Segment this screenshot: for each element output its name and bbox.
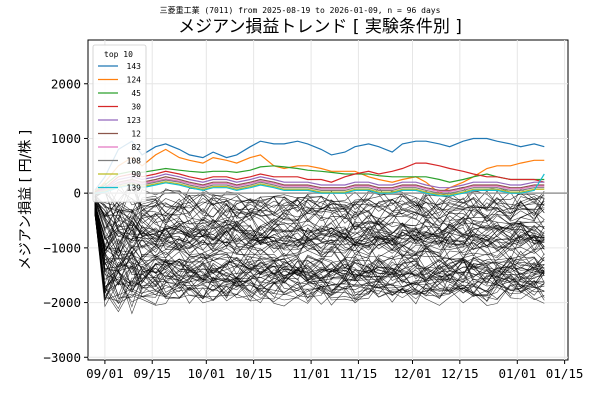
legend-label-30: 30 <box>131 103 141 112</box>
y-tick-label: 2000 <box>51 76 81 91</box>
legend-title: top 10 <box>104 50 133 59</box>
legend-label-82: 82 <box>131 143 141 152</box>
background-series-line <box>94 213 545 306</box>
chart-subtitle: 三菱重工業 (7011) from 2025-08-19 to 2026-01-… <box>160 5 441 15</box>
series-line-30 <box>94 162 545 194</box>
series-line-124 <box>94 148 545 194</box>
background-series-line <box>94 174 545 221</box>
background-series-line <box>94 208 545 292</box>
background-series-line <box>94 203 545 259</box>
y-tick-label: 1000 <box>51 131 81 146</box>
plot-frame <box>87 39 569 361</box>
legend-label-139: 139 <box>127 184 142 193</box>
x-tick-label: 10/01 <box>187 366 225 381</box>
x-axis: 09/01 09/15 10/01 10/15 11/01 11/15 12/01 12/15… <box>86 360 583 381</box>
background-series-line <box>94 194 545 219</box>
background-series-line <box>94 212 545 302</box>
legend-label-143: 143 <box>127 62 142 71</box>
background-series-line <box>94 200 545 247</box>
background-series-line <box>94 208 545 286</box>
background-series-line <box>94 212 545 315</box>
background-series-line <box>94 211 545 308</box>
legend-label-90: 90 <box>131 170 141 179</box>
x-tick-label: 09/15 <box>133 366 171 381</box>
background-series-line <box>94 202 545 251</box>
background-series-line <box>94 209 545 294</box>
background-series-line <box>94 208 545 284</box>
series-lines <box>94 137 545 197</box>
background-series-line <box>94 201 545 256</box>
background-series-line <box>94 206 545 274</box>
background-series-line <box>94 204 545 265</box>
series-line-139 <box>94 173 545 197</box>
background-series-line <box>94 202 545 250</box>
background-series-line <box>94 199 545 238</box>
x-tick-label: 01/01 <box>498 366 536 381</box>
background-series-line <box>94 203 545 268</box>
background-series-line <box>94 198 545 238</box>
background-series-line <box>94 202 545 264</box>
background-series-line <box>94 184 545 232</box>
legend-label-124: 124 <box>127 76 142 85</box>
x-tick-label: 11/15 <box>340 366 378 381</box>
y-tick-label: −1000 <box>43 240 81 255</box>
chart-title: メジアン損益トレンド [ 実験条件別 ] <box>178 17 462 37</box>
legend-items: 143 124 45 30 123 12 82 108 90 139 <box>98 62 141 193</box>
background-series-line <box>94 201 545 252</box>
background-series-line <box>94 190 545 227</box>
background-series-line <box>94 200 545 250</box>
y-axis-label: メジアン損益 [ 円/株 ] <box>18 130 34 270</box>
background-series-line <box>94 206 545 271</box>
legend-box <box>92 44 147 203</box>
background-series-line <box>94 211 545 296</box>
legend-label-123: 123 <box>127 116 142 125</box>
background-series-line <box>94 204 545 266</box>
background-series-line <box>94 189 545 231</box>
series-line-12 <box>94 176 545 194</box>
series-line-143 <box>94 137 545 191</box>
y-tick-label: 0 <box>73 186 81 201</box>
y-tick-label: −3000 <box>43 350 81 365</box>
x-tick-label: 09/01 <box>86 366 124 381</box>
x-tick-label: 12/01 <box>394 366 432 381</box>
legend: top 10 143 124 45 30 123 12 82 108 90 139 <box>92 44 147 203</box>
legend-label-45: 45 <box>131 89 141 98</box>
series-line-90 <box>94 181 545 196</box>
background-series-line <box>94 213 545 307</box>
series-line-108 <box>94 179 545 194</box>
series-line-123 <box>94 173 545 194</box>
x-tick-label: 10/15 <box>235 366 273 381</box>
background-series-line <box>94 208 545 287</box>
x-tick-label: 11/01 <box>292 366 330 381</box>
background-series-line <box>94 208 545 282</box>
y-axis: 2000 1000 0 −1000 −2000 −3000 <box>43 76 88 365</box>
legend-label-12: 12 <box>131 130 141 139</box>
x-tick-label: 12/15 <box>441 366 479 381</box>
background-series-line <box>94 209 545 285</box>
background-series-line <box>94 212 545 300</box>
background-series-line <box>94 203 545 258</box>
series-line-45 <box>94 165 545 193</box>
y-tick-label: −2000 <box>43 295 81 310</box>
x-tick-label: 01/15 <box>546 366 584 381</box>
background-series-line <box>94 200 545 254</box>
background-series-line <box>94 189 545 223</box>
background-series-line <box>94 211 545 308</box>
series-line-82 <box>94 178 545 194</box>
background-series-line <box>94 207 545 285</box>
legend-label-108: 108 <box>127 157 142 166</box>
plot-area <box>87 39 569 361</box>
